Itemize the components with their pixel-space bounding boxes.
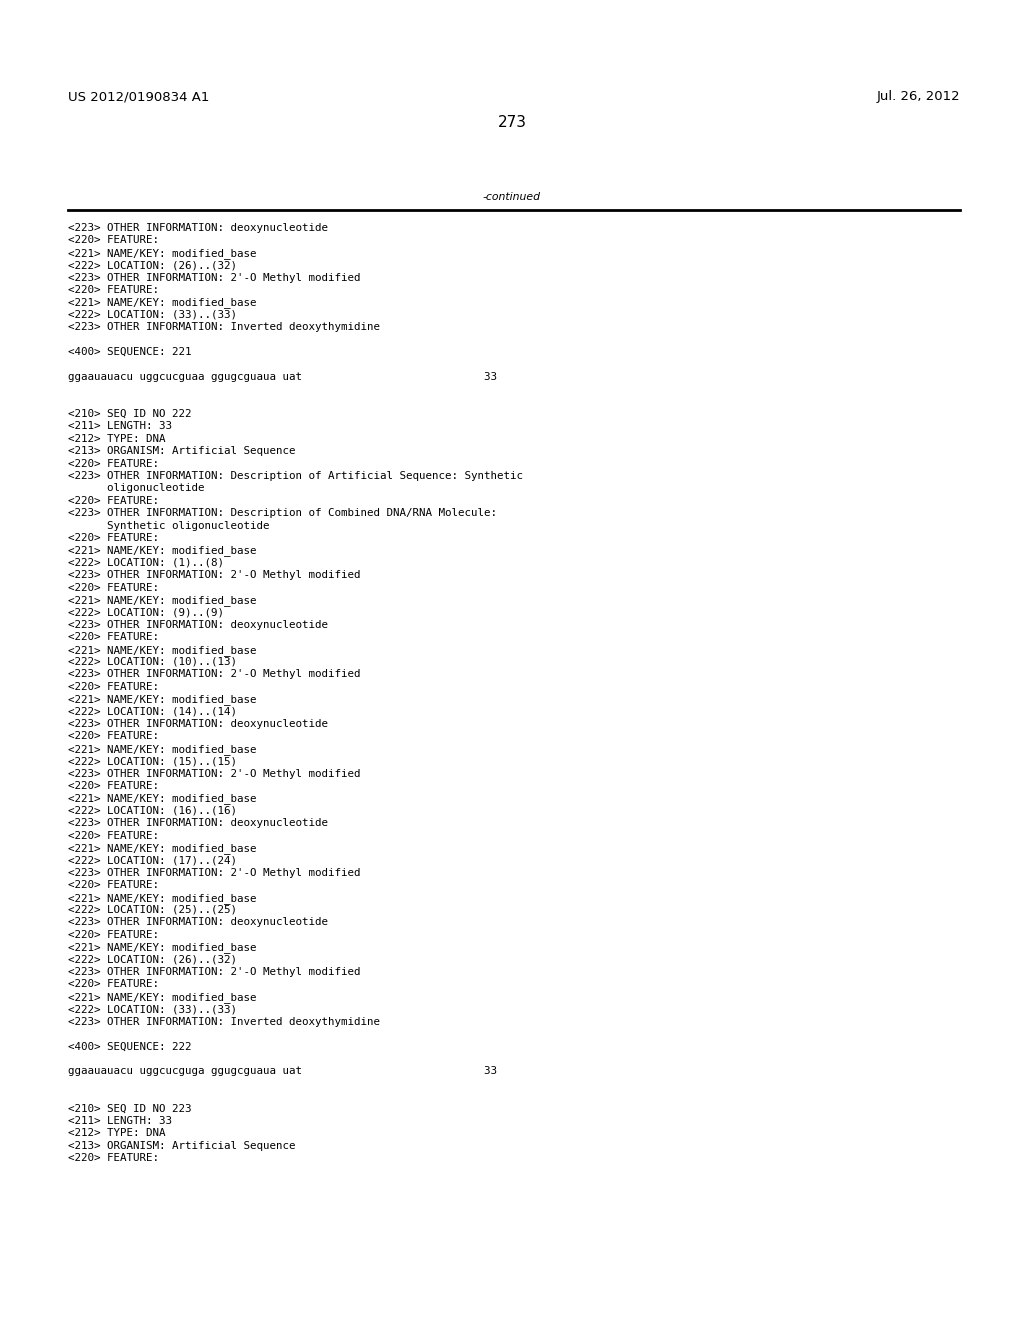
Text: <221> NAME/KEY: modified_base: <221> NAME/KEY: modified_base xyxy=(68,545,256,556)
Text: <220> FEATURE:: <220> FEATURE: xyxy=(68,979,159,990)
Text: oligonucleotide: oligonucleotide xyxy=(68,483,205,494)
Text: 273: 273 xyxy=(498,115,526,129)
Text: <220> FEATURE:: <220> FEATURE: xyxy=(68,1152,159,1163)
Text: <222> LOCATION: (26)..(32): <222> LOCATION: (26)..(32) xyxy=(68,954,237,965)
Text: <400> SEQUENCE: 221: <400> SEQUENCE: 221 xyxy=(68,347,191,356)
Text: <223> OTHER INFORMATION: 2'-O Methyl modified: <223> OTHER INFORMATION: 2'-O Methyl mod… xyxy=(68,669,360,680)
Text: ggaauauacu uggcucguaa ggugcguaua uat                            33: ggaauauacu uggcucguaa ggugcguaua uat 33 xyxy=(68,372,497,381)
Text: US 2012/0190834 A1: US 2012/0190834 A1 xyxy=(68,90,209,103)
Text: Jul. 26, 2012: Jul. 26, 2012 xyxy=(877,90,961,103)
Text: <221> NAME/KEY: modified_base: <221> NAME/KEY: modified_base xyxy=(68,297,256,309)
Text: <223> OTHER INFORMATION: 2'-O Methyl modified: <223> OTHER INFORMATION: 2'-O Methyl mod… xyxy=(68,273,360,282)
Text: <212> TYPE: DNA: <212> TYPE: DNA xyxy=(68,1129,166,1138)
Text: <210> SEQ ID NO 223: <210> SEQ ID NO 223 xyxy=(68,1104,191,1113)
Text: <221> NAME/KEY: modified_base: <221> NAME/KEY: modified_base xyxy=(68,595,256,606)
Text: <221> NAME/KEY: modified_base: <221> NAME/KEY: modified_base xyxy=(68,942,256,953)
Text: <221> NAME/KEY: modified_base: <221> NAME/KEY: modified_base xyxy=(68,793,256,804)
Text: <223> OTHER INFORMATION: Description of Artificial Sequence: Synthetic: <223> OTHER INFORMATION: Description of … xyxy=(68,471,523,480)
Text: <221> NAME/KEY: modified_base: <221> NAME/KEY: modified_base xyxy=(68,248,256,259)
Text: <221> NAME/KEY: modified_base: <221> NAME/KEY: modified_base xyxy=(68,991,256,1003)
Text: <222> LOCATION: (17)..(24): <222> LOCATION: (17)..(24) xyxy=(68,855,237,866)
Text: ggaauauacu uggcucguga ggugcguaua uat                            33: ggaauauacu uggcucguga ggugcguaua uat 33 xyxy=(68,1067,497,1076)
Text: <220> FEATURE:: <220> FEATURE: xyxy=(68,632,159,643)
Text: <220> FEATURE:: <220> FEATURE: xyxy=(68,731,159,742)
Text: <211> LENGTH: 33: <211> LENGTH: 33 xyxy=(68,1115,172,1126)
Text: -continued: -continued xyxy=(483,191,541,202)
Text: <222> LOCATION: (33)..(33): <222> LOCATION: (33)..(33) xyxy=(68,310,237,319)
Text: <222> LOCATION: (16)..(16): <222> LOCATION: (16)..(16) xyxy=(68,805,237,816)
Text: <220> FEATURE:: <220> FEATURE: xyxy=(68,533,159,543)
Text: <223> OTHER INFORMATION: Inverted deoxythymidine: <223> OTHER INFORMATION: Inverted deoxyt… xyxy=(68,322,380,333)
Text: <223> OTHER INFORMATION: deoxynucleotide: <223> OTHER INFORMATION: deoxynucleotide xyxy=(68,620,328,630)
Text: <223> OTHER INFORMATION: 2'-O Methyl modified: <223> OTHER INFORMATION: 2'-O Methyl mod… xyxy=(68,968,360,977)
Text: <210> SEQ ID NO 222: <210> SEQ ID NO 222 xyxy=(68,409,191,418)
Text: <220> FEATURE:: <220> FEATURE: xyxy=(68,682,159,692)
Text: <220> FEATURE:: <220> FEATURE: xyxy=(68,880,159,890)
Text: <213> ORGANISM: Artificial Sequence: <213> ORGANISM: Artificial Sequence xyxy=(68,1140,296,1151)
Text: <222> LOCATION: (1)..(8): <222> LOCATION: (1)..(8) xyxy=(68,558,224,568)
Text: <213> ORGANISM: Artificial Sequence: <213> ORGANISM: Artificial Sequence xyxy=(68,446,296,457)
Text: <222> LOCATION: (33)..(33): <222> LOCATION: (33)..(33) xyxy=(68,1005,237,1014)
Text: <211> LENGTH: 33: <211> LENGTH: 33 xyxy=(68,421,172,432)
Text: <220> FEATURE:: <220> FEATURE: xyxy=(68,235,159,246)
Text: <222> LOCATION: (14)..(14): <222> LOCATION: (14)..(14) xyxy=(68,706,237,717)
Text: <220> FEATURE:: <220> FEATURE: xyxy=(68,929,159,940)
Text: <223> OTHER INFORMATION: 2'-O Methyl modified: <223> OTHER INFORMATION: 2'-O Methyl mod… xyxy=(68,768,360,779)
Text: <223> OTHER INFORMATION: Description of Combined DNA/RNA Molecule:: <223> OTHER INFORMATION: Description of … xyxy=(68,508,497,519)
Text: <220> FEATURE:: <220> FEATURE: xyxy=(68,285,159,294)
Text: <223> OTHER INFORMATION: deoxynucleotide: <223> OTHER INFORMATION: deoxynucleotide xyxy=(68,818,328,828)
Text: <221> NAME/KEY: modified_base: <221> NAME/KEY: modified_base xyxy=(68,843,256,854)
Text: <222> LOCATION: (26)..(32): <222> LOCATION: (26)..(32) xyxy=(68,260,237,271)
Text: <221> NAME/KEY: modified_base: <221> NAME/KEY: modified_base xyxy=(68,694,256,705)
Text: <223> OTHER INFORMATION: deoxynucleotide: <223> OTHER INFORMATION: deoxynucleotide xyxy=(68,719,328,729)
Text: <222> LOCATION: (25)..(25): <222> LOCATION: (25)..(25) xyxy=(68,906,237,915)
Text: <223> OTHER INFORMATION: deoxynucleotide: <223> OTHER INFORMATION: deoxynucleotide xyxy=(68,223,328,234)
Text: <220> FEATURE:: <220> FEATURE: xyxy=(68,496,159,506)
Text: <220> FEATURE:: <220> FEATURE: xyxy=(68,830,159,841)
Text: <400> SEQUENCE: 222: <400> SEQUENCE: 222 xyxy=(68,1041,191,1052)
Text: <222> LOCATION: (15)..(15): <222> LOCATION: (15)..(15) xyxy=(68,756,237,766)
Text: <223> OTHER INFORMATION: 2'-O Methyl modified: <223> OTHER INFORMATION: 2'-O Methyl mod… xyxy=(68,570,360,581)
Text: <223> OTHER INFORMATION: 2'-O Methyl modified: <223> OTHER INFORMATION: 2'-O Methyl mod… xyxy=(68,867,360,878)
Text: <220> FEATURE:: <220> FEATURE: xyxy=(68,781,159,791)
Text: <223> OTHER INFORMATION: Inverted deoxythymidine: <223> OTHER INFORMATION: Inverted deoxyt… xyxy=(68,1016,380,1027)
Text: <222> LOCATION: (9)..(9): <222> LOCATION: (9)..(9) xyxy=(68,607,224,618)
Text: <221> NAME/KEY: modified_base: <221> NAME/KEY: modified_base xyxy=(68,644,256,656)
Text: <212> TYPE: DNA: <212> TYPE: DNA xyxy=(68,434,166,444)
Text: <221> NAME/KEY: modified_base: <221> NAME/KEY: modified_base xyxy=(68,743,256,755)
Text: <223> OTHER INFORMATION: deoxynucleotide: <223> OTHER INFORMATION: deoxynucleotide xyxy=(68,917,328,928)
Text: <221> NAME/KEY: modified_base: <221> NAME/KEY: modified_base xyxy=(68,892,256,903)
Text: <222> LOCATION: (10)..(13): <222> LOCATION: (10)..(13) xyxy=(68,657,237,667)
Text: <220> FEATURE:: <220> FEATURE: xyxy=(68,458,159,469)
Text: Synthetic oligonucleotide: Synthetic oligonucleotide xyxy=(68,520,269,531)
Text: <220> FEATURE:: <220> FEATURE: xyxy=(68,582,159,593)
